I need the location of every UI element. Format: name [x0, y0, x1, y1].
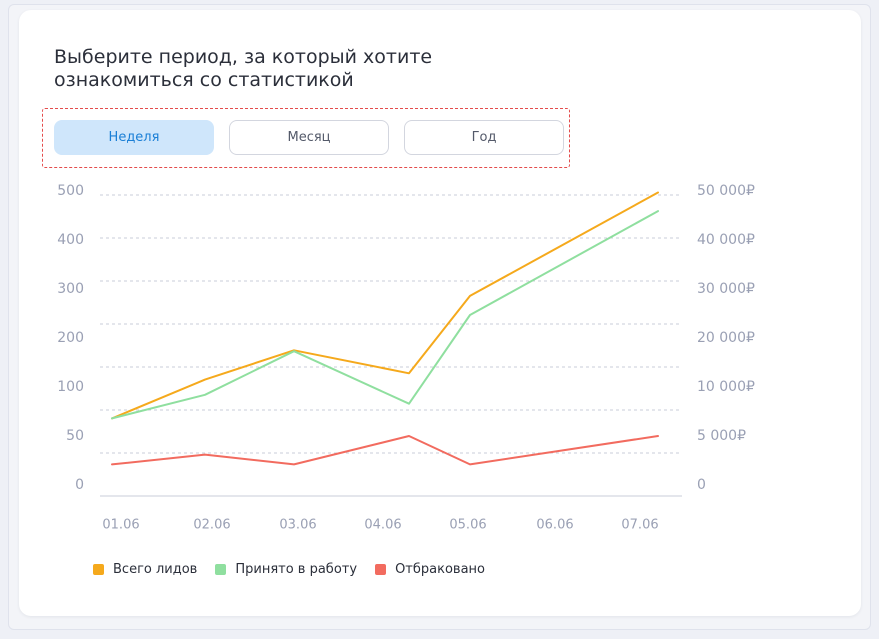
legend-item-rejected: Отбраковано [375, 562, 485, 577]
chart-legend: Всего лидов Принято в работу Отбраковано [93, 562, 503, 577]
series-line-total [111, 191, 659, 420]
series-line-accepted [111, 210, 659, 420]
legend-swatch-accepted [215, 564, 227, 575]
x-tick-label: 02.06 [193, 518, 230, 533]
x-tick-label: 06.06 [536, 518, 573, 533]
y-right-tick-label: 20 000₽ [697, 330, 755, 346]
legend-item-total: Всего лидов [93, 562, 197, 577]
legend-item-accepted: Принято в работу [215, 562, 357, 577]
title-line-1: Выберите период, за который хотите [54, 46, 433, 68]
title-line-2: ознакомиться со статистикой [54, 69, 354, 91]
y-left-tick-label: 300 [57, 281, 84, 297]
y-right-tick-label: 10 000₽ [697, 379, 755, 395]
y-right-tick-label: 0 [697, 477, 706, 493]
y-left-tick-label: 50 [66, 428, 84, 444]
legend-label-rejected: Отбраковано [395, 562, 485, 577]
series-line-rejected [111, 435, 659, 466]
statistics-card [19, 10, 861, 616]
y-right-tick-label: 30 000₽ [697, 281, 755, 297]
y-right-tick-label: 40 000₽ [697, 232, 755, 248]
y-left-tick-label: 200 [57, 330, 84, 346]
legend-swatch-total [93, 564, 104, 575]
legend-label-total: Всего лидов [113, 562, 198, 577]
period-selector-outline [42, 108, 570, 168]
period-week-button[interactable]: Неделя [54, 120, 214, 155]
y-left-tick-label: 100 [57, 379, 84, 395]
y-left-tick-label: 500 [57, 183, 84, 199]
period-month-button[interactable]: Месяц [229, 120, 389, 155]
page-title: Выберите период, за который хотите ознак… [54, 46, 534, 92]
x-tick-label: 03.06 [279, 518, 316, 533]
y-left-tick-label: 400 [57, 232, 84, 248]
y-right-tick-label: 50 000₽ [697, 183, 755, 199]
x-tick-label: 05.06 [449, 518, 486, 533]
y-right-tick-label: 5 000₽ [697, 428, 746, 444]
period-year-button[interactable]: Год [404, 120, 564, 155]
x-tick-label: 04.06 [364, 518, 401, 533]
y-left-tick-label: 0 [75, 477, 84, 493]
legend-label-accepted: Принято в работу [235, 562, 358, 577]
x-tick-label: 07.06 [621, 518, 658, 533]
legend-swatch-rejected [375, 564, 387, 575]
x-tick-label: 01.06 [102, 518, 139, 533]
